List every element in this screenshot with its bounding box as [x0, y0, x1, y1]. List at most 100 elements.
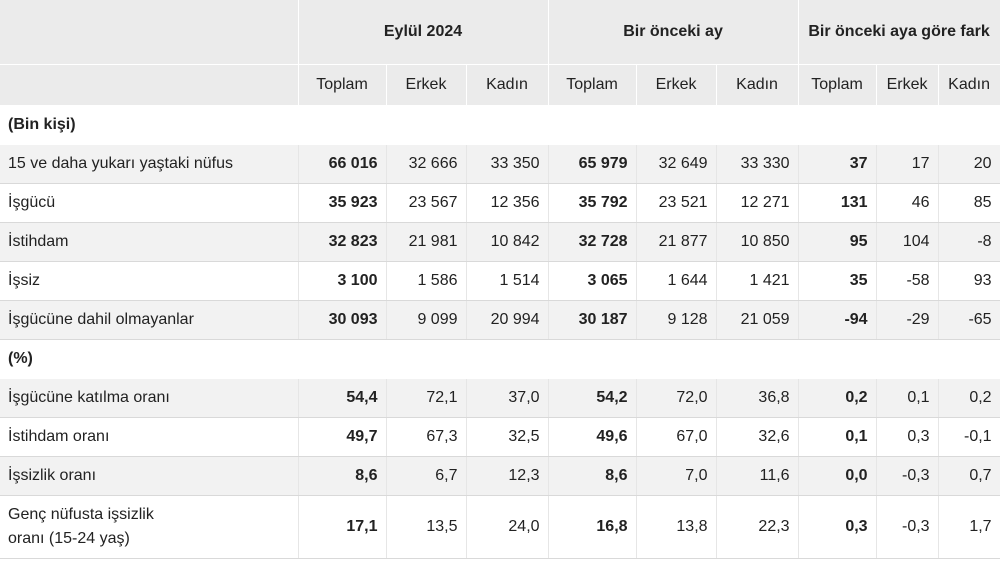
table-cell: 6,7: [386, 456, 467, 496]
section-title: (Bin kişi): [0, 105, 1000, 145]
table-cell: 7,0: [636, 456, 717, 496]
table-row: İşgücüne dahil olmayanlar 30 093 9 099 20 9…: [0, 300, 1000, 340]
table-cell: 32 823: [297, 222, 387, 262]
table-cell: 0,3: [876, 417, 939, 457]
table-cell: 16,8: [547, 495, 637, 559]
table-cell: 12,3: [466, 456, 549, 496]
table-cell: 33 330: [716, 144, 799, 184]
table-cell: 0,7: [938, 456, 1000, 496]
table-cell: 49,6: [547, 417, 637, 457]
table-cell: 0,0: [797, 456, 877, 496]
row-label: İstihdam: [0, 222, 299, 262]
table-cell: -29: [876, 300, 939, 340]
table-body: (Bin kişi) 15 ve daha yukarı yaştaki nüfu…: [0, 105, 1000, 559]
sub-header: Erkek: [876, 64, 939, 106]
table-row: İstihdam oranı 49,7 67,3 32,5 49,6 67,0 32,6 0,…: [0, 417, 1000, 457]
sub-header: Kadın: [466, 64, 549, 106]
table-cell: 1 421: [716, 261, 799, 301]
table-row: İşsiz 3 100 1 586 1 514 3 065 1 644 1 421 35 -58…: [0, 261, 1000, 301]
table-cell: 35: [797, 261, 877, 301]
table-cell: 3 100: [297, 261, 387, 301]
table-cell: 13,8: [636, 495, 717, 559]
sub-header: Toplam: [547, 64, 637, 106]
table-cell: 65 979: [547, 144, 637, 184]
table-cell: 30 187: [547, 300, 637, 340]
table-cell: 0,3: [797, 495, 877, 559]
table-cell: 20 994: [466, 300, 549, 340]
table-cell: -8: [938, 222, 1000, 262]
section-header-row: (Bin kişi): [0, 105, 1000, 145]
table-cell: -94: [797, 300, 877, 340]
table-cell: 21 877: [636, 222, 717, 262]
sub-header: Erkek: [386, 64, 467, 106]
table-cell: 104: [876, 222, 939, 262]
table-cell: 8,6: [297, 456, 387, 496]
table-cell: 3 065: [547, 261, 637, 301]
row-label: İşgücü: [0, 183, 299, 223]
group-header-current: Eylül 2024: [297, 0, 549, 65]
table-cell: 30 093: [297, 300, 387, 340]
table-cell: 1 514: [466, 261, 549, 301]
table-cell: 0,2: [938, 378, 1000, 418]
table-cell: 1 586: [386, 261, 467, 301]
table-cell: 21 059: [716, 300, 799, 340]
table-cell: 54,2: [547, 378, 637, 418]
table-cell: 9 128: [636, 300, 717, 340]
table-cell: 9 099: [386, 300, 467, 340]
row-label: İşgücüne dahil olmayanlar: [0, 300, 299, 340]
table-cell: 93: [938, 261, 1000, 301]
table-cell: 67,0: [636, 417, 717, 457]
sub-header: Toplam: [297, 64, 387, 106]
table-cell: 32 728: [547, 222, 637, 262]
table-cell: 21 981: [386, 222, 467, 262]
sub-header: Erkek: [636, 64, 717, 106]
table-cell: 11,6: [716, 456, 799, 496]
section-title: (%): [0, 339, 1000, 379]
table-row: İşsizlik oranı 8,6 6,7 12,3 8,6 7,0 11,6 0,0 -0,…: [0, 456, 1000, 496]
table-cell: -65: [938, 300, 1000, 340]
sub-header: Kadın: [716, 64, 799, 106]
table-cell: 0,2: [797, 378, 877, 418]
table-cell: 1,7: [938, 495, 1000, 559]
table-row: İstihdam 32 823 21 981 10 842 32 728 21 877 10…: [0, 222, 1000, 262]
table-cell: 37: [797, 144, 877, 184]
table-cell: 67,3: [386, 417, 467, 457]
row-label: 15 ve daha yukarı yaştaki nüfus: [0, 144, 299, 184]
table-cell: 22,3: [716, 495, 799, 559]
group-header-row: Eylül 2024 Bir önceki ay Bir önceki aya …: [0, 0, 1000, 65]
table-cell: 35 923: [297, 183, 387, 223]
table-cell: 23 567: [386, 183, 467, 223]
sub-header: Toplam: [797, 64, 877, 106]
table-row: İşgücüne katılma oranı 54,4 72,1 37,0 54,2 72…: [0, 378, 1000, 418]
table-cell: 35 792: [547, 183, 637, 223]
table-row: İşgücü 35 923 23 567 12 356 35 792 23 521 12 2…: [0, 183, 1000, 223]
table-cell: 72,1: [386, 378, 467, 418]
table-cell: 32 666: [386, 144, 467, 184]
row-label: İşsizlik oranı: [0, 456, 299, 496]
table-cell: 54,4: [297, 378, 387, 418]
row-label: Genç nüfusta işsizlik oranı (15-24 yaş): [0, 495, 299, 559]
table-cell: 17: [876, 144, 939, 184]
table-cell: 32 649: [636, 144, 717, 184]
table-cell: 85: [938, 183, 1000, 223]
corner-cell: [0, 0, 299, 65]
table-cell: 13,5: [386, 495, 467, 559]
table-cell: 36,8: [716, 378, 799, 418]
table-row: 15 ve daha yukarı yaştaki nüfus 66 016 32 …: [0, 144, 1000, 184]
table-cell: 46: [876, 183, 939, 223]
table-cell: 10 850: [716, 222, 799, 262]
corner-cell-sub: [0, 64, 299, 106]
table-cell: 12 271: [716, 183, 799, 223]
section-header-row: (%): [0, 339, 1000, 379]
table-cell: 72,0: [636, 378, 717, 418]
table-cell: 17,1: [297, 495, 387, 559]
table-cell: 0,1: [876, 378, 939, 418]
sub-header-row: Toplam Erkek Kadın Toplam Erkek Kadın To…: [0, 64, 1000, 106]
table-cell: 95: [797, 222, 877, 262]
table-cell: 0,1: [797, 417, 877, 457]
table-cell: 66 016: [297, 144, 387, 184]
table-cell: 32,6: [716, 417, 799, 457]
group-header-difference: Bir önceki aya göre fark: [797, 0, 1000, 65]
table-cell: -0,3: [876, 495, 939, 559]
table-cell: 12 356: [466, 183, 549, 223]
